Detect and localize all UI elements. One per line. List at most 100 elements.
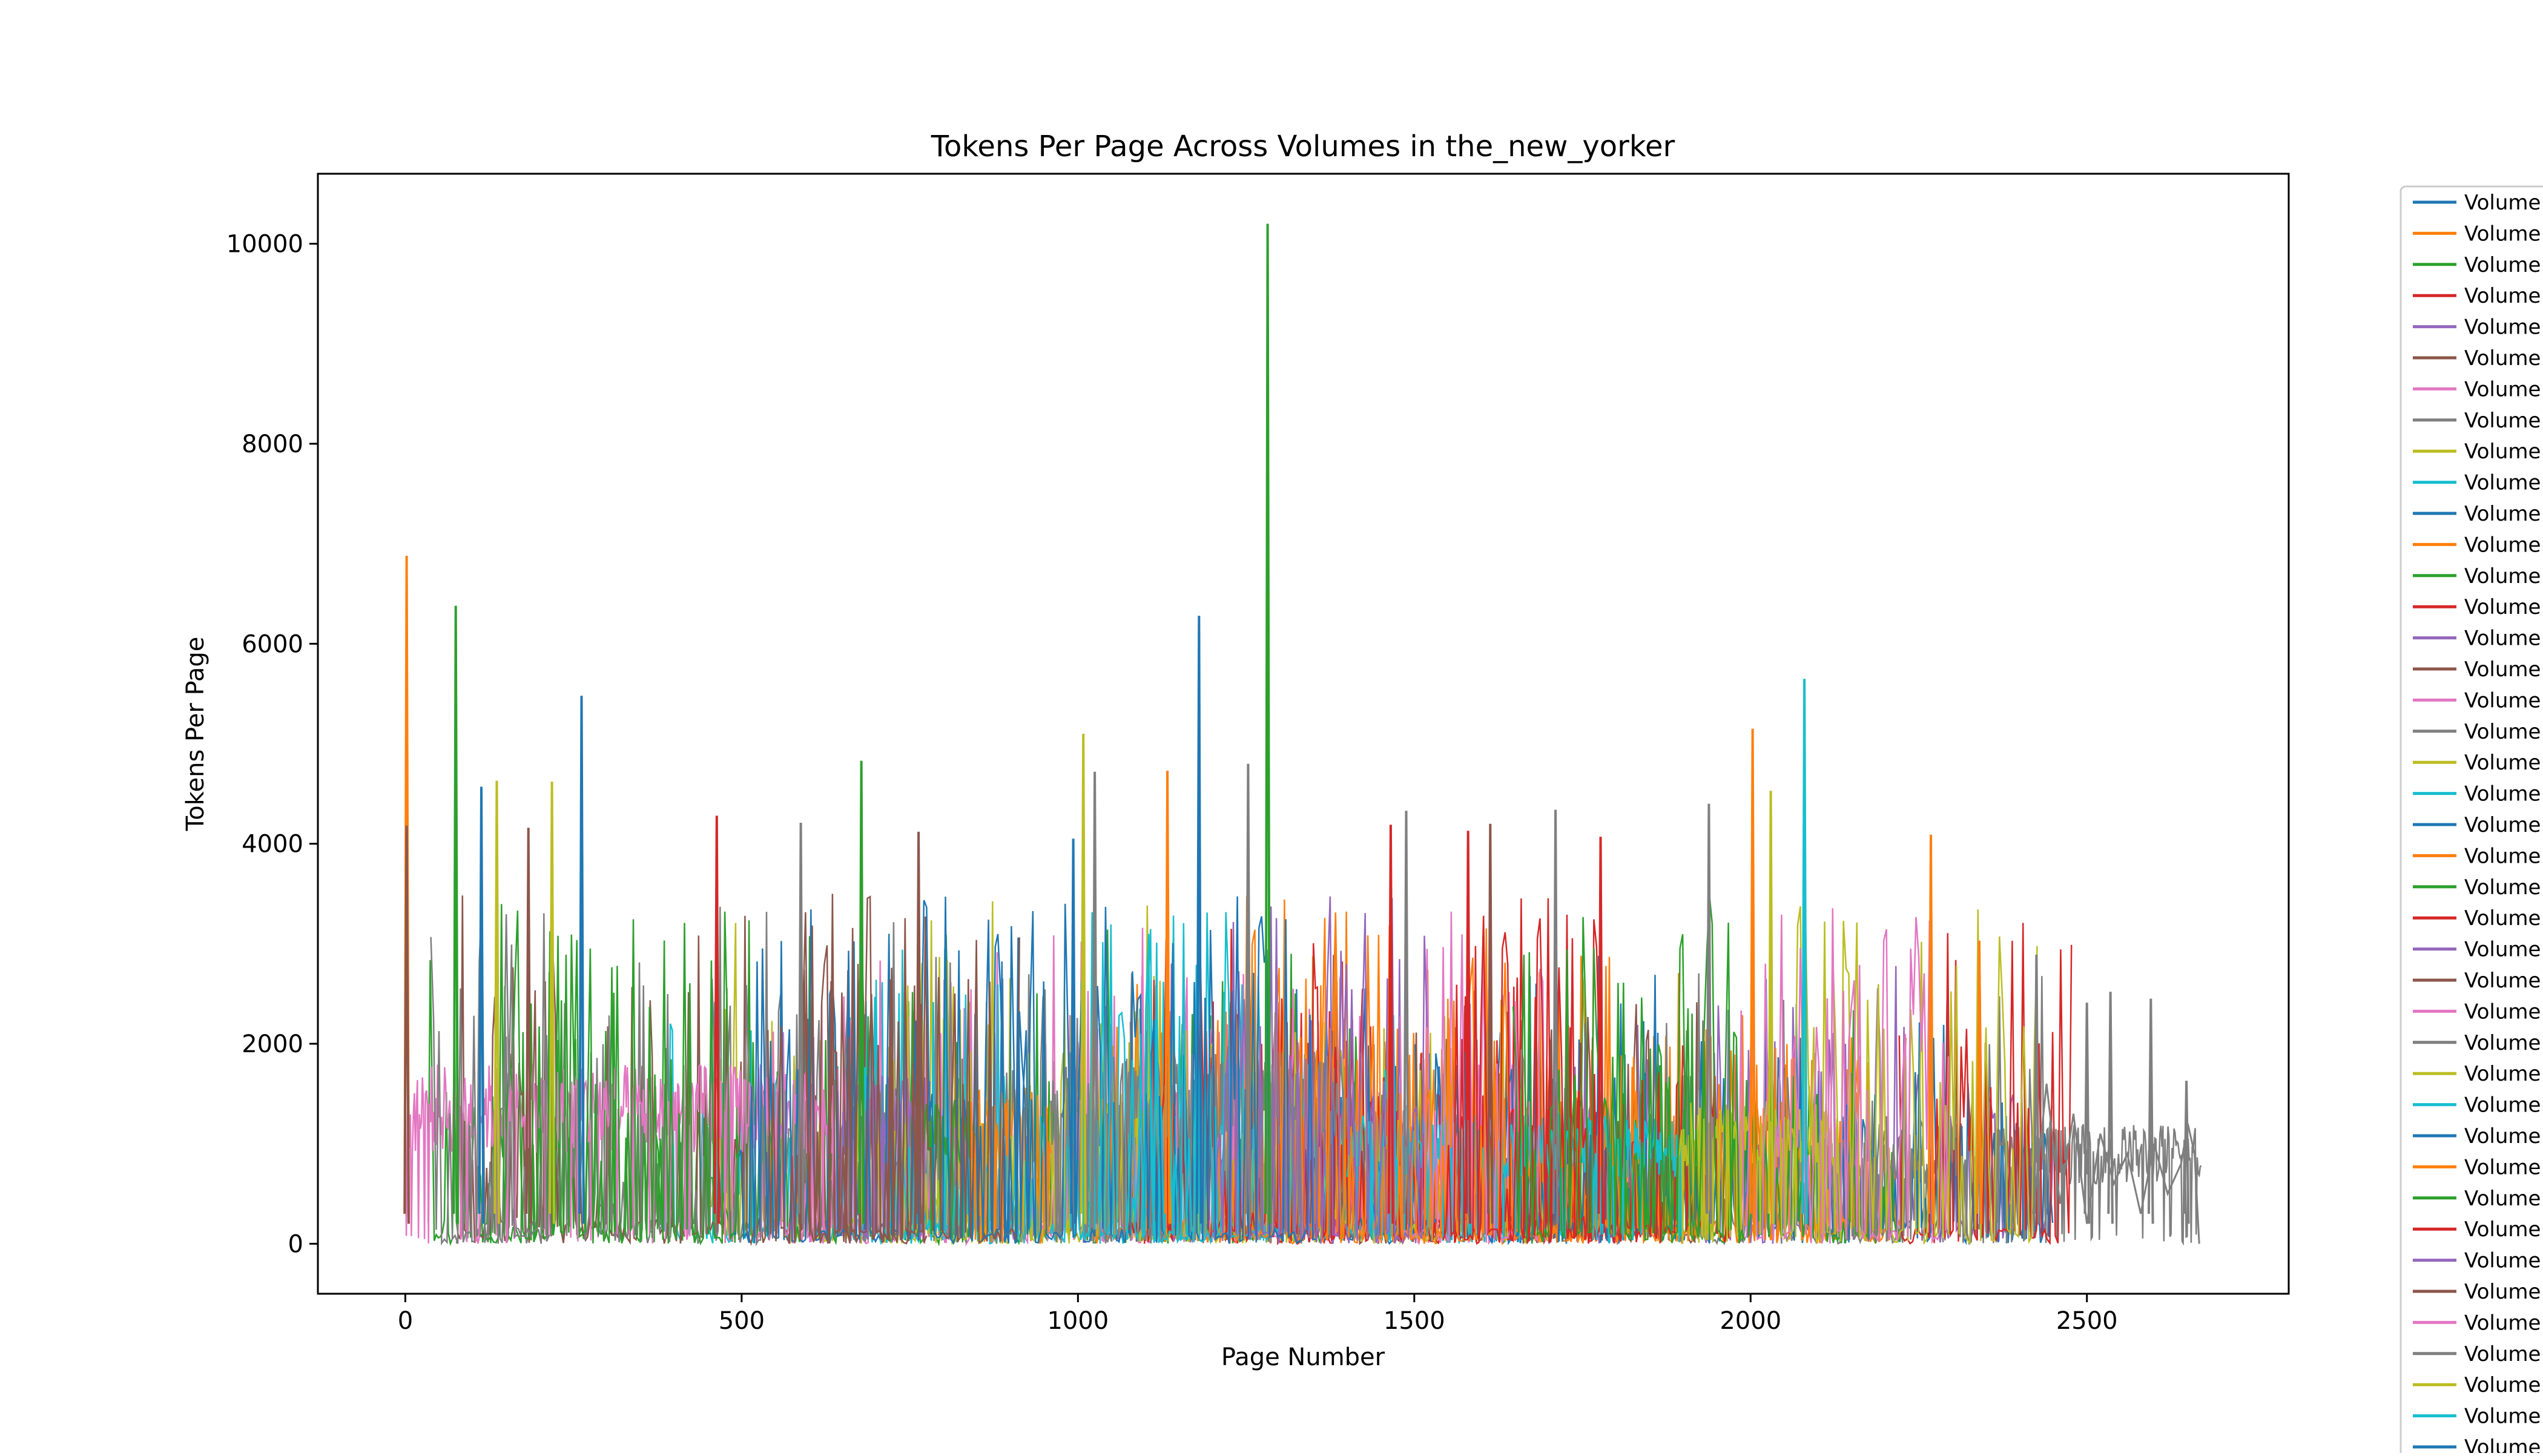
peak-10 bbox=[1245, 763, 1252, 1224]
legend-entry-label: Volume bbox=[2464, 595, 2541, 619]
peak-32 bbox=[2033, 954, 2040, 1224]
peak-35 bbox=[2083, 1003, 2091, 1224]
legend-entry-label: Volume bbox=[2464, 502, 2541, 526]
legend-entry-label: Volume bbox=[2464, 1342, 2541, 1366]
data-layer bbox=[403, 223, 2202, 1247]
y-tick-label: 8000 bbox=[242, 430, 303, 458]
axis-ticks: 0 500 1000 1500 2000 2500 0 2000 4000 6000 8000 100… bbox=[226, 231, 2118, 1335]
peak-12 bbox=[1091, 771, 1098, 1224]
legend-entry-label: Volume bbox=[2464, 1435, 2541, 1453]
peak-25 bbox=[525, 828, 532, 1224]
peak-14 bbox=[549, 782, 555, 1224]
legend-entry-label: Volume bbox=[2464, 1311, 2541, 1335]
legend-entry-label: Volume bbox=[2464, 1155, 2541, 1179]
x-tick-label: 2500 bbox=[2056, 1307, 2118, 1335]
x-tick-label: 1500 bbox=[1384, 1307, 1445, 1335]
peak-27 bbox=[915, 831, 922, 1224]
y-axis-label: Tokens Per Page bbox=[182, 637, 209, 832]
x-tick-label: 0 bbox=[398, 1307, 413, 1335]
legend-entry-label: Volume bbox=[2464, 1124, 2541, 1148]
legend-entry-label: Volume bbox=[2464, 1280, 2541, 1304]
legend-entry-label: Volume bbox=[2464, 1249, 2541, 1273]
peak-33 bbox=[2107, 992, 2114, 1224]
legend-entry-label: Volume bbox=[2464, 471, 2541, 495]
peak-30 bbox=[1070, 838, 1077, 1224]
volume-series-extra-12 bbox=[1442, 898, 1600, 1243]
volume-series-extra-11 bbox=[981, 896, 1316, 1245]
legend-entry-label: Volume bbox=[2464, 564, 2541, 588]
legend-entry-label: Volume bbox=[2464, 533, 2541, 557]
peak-7 bbox=[1749, 728, 1756, 1224]
peak-20 bbox=[713, 815, 721, 1224]
peak-5 bbox=[1801, 679, 1808, 1224]
legend-entry-label: Volume bbox=[2464, 191, 2541, 215]
legend-entry-label: Volume bbox=[2464, 782, 2541, 806]
series-traces-upper bbox=[430, 894, 2073, 1246]
peak-15 bbox=[478, 786, 485, 1224]
y-tick-label: 0 bbox=[288, 1230, 303, 1258]
legend-box bbox=[2400, 185, 2543, 1456]
peak-3 bbox=[452, 605, 460, 1224]
peak-31 bbox=[1976, 940, 1983, 1224]
peak-36 bbox=[2183, 1081, 2190, 1224]
peak-19 bbox=[1403, 811, 1410, 1224]
volume-series-24 bbox=[1123, 939, 1730, 1245]
peak-9 bbox=[858, 760, 865, 1224]
x-tick-label: 1000 bbox=[1047, 1307, 1109, 1335]
peak-18 bbox=[1552, 809, 1559, 1224]
legend-entry-label: Volume bbox=[2464, 844, 2541, 868]
volume-series-extra-14 bbox=[1080, 912, 1214, 1245]
volume-series-extra-5 bbox=[480, 904, 739, 1246]
legend-entry-label: Volume bbox=[2464, 1093, 2541, 1118]
chart-title: Tokens Per Page Across Volumes in the_ne… bbox=[931, 130, 1675, 163]
legend-entry-label: Volume bbox=[2464, 346, 2541, 371]
peak-4 bbox=[1196, 616, 1202, 1224]
legend-entry-label: Volume bbox=[2464, 627, 2541, 651]
plot-frame bbox=[317, 173, 2290, 1295]
x-tick-label: 2000 bbox=[1720, 1307, 1781, 1335]
peak-16 bbox=[1767, 791, 1774, 1224]
peak-13 bbox=[493, 780, 500, 1224]
legend-entry-label: Volume bbox=[2464, 1217, 2541, 1242]
legend-entry-label: Volume bbox=[2464, 813, 2541, 837]
volume-series-extra-15 bbox=[1512, 896, 1746, 1244]
peak-8 bbox=[1080, 733, 1087, 1224]
legend-entry-label: Volume bbox=[2464, 409, 2541, 433]
legend-entry-label: Volume bbox=[2464, 253, 2541, 277]
legend-entry-label: Volume bbox=[2464, 1373, 2541, 1397]
volume-series-extra-7 bbox=[1786, 906, 2038, 1245]
legend-entry-label: Volume bbox=[2464, 688, 2541, 713]
legend-entry-label: Volume bbox=[2464, 938, 2541, 962]
y-tick-label: 2000 bbox=[242, 1030, 303, 1058]
legend-entry-label: Volume bbox=[2464, 1187, 2541, 1211]
legend-entry-label: Volume bbox=[2464, 1405, 2541, 1429]
legend-entry-label: Volume bbox=[2464, 1062, 2541, 1086]
y-tick-label: 4000 bbox=[242, 831, 303, 858]
legend-entry-label: Volume bbox=[2464, 906, 2541, 931]
peak-34 bbox=[2147, 998, 2154, 1224]
volume-series-extra-10 bbox=[430, 898, 550, 1246]
legend-entry-label: Volume bbox=[2464, 1031, 2541, 1055]
dense-band-1 bbox=[404, 1064, 836, 1244]
legend-entry-label: Volume bbox=[2464, 657, 2541, 682]
volume-series-extra-13 bbox=[1738, 908, 1950, 1244]
x-axis-label: Page Number bbox=[1221, 1343, 1385, 1371]
peak-11 bbox=[1164, 771, 1171, 1224]
legend-entry-label: Volume bbox=[2464, 377, 2541, 401]
peak-26 bbox=[1465, 831, 1471, 1224]
peak-24 bbox=[403, 825, 410, 1224]
peak-21 bbox=[797, 822, 804, 1224]
peak-23 bbox=[1387, 825, 1394, 1224]
dense-band-9 bbox=[1837, 1124, 2202, 1246]
peak-17 bbox=[1706, 803, 1712, 1224]
peak-22 bbox=[1487, 823, 1494, 1224]
legend-entry-label: Volume bbox=[2464, 1000, 2541, 1024]
legend-entry-label: Volume bbox=[2464, 969, 2541, 993]
volume-series-extra-16 bbox=[767, 894, 928, 1244]
legend-entry-label: Volume bbox=[2464, 751, 2541, 775]
peak-6 bbox=[578, 696, 585, 1224]
legend: Volume Volume Volume Volume Volume Volume Volu… bbox=[2400, 185, 2543, 1456]
legend-entry-label: Volume bbox=[2464, 875, 2541, 900]
